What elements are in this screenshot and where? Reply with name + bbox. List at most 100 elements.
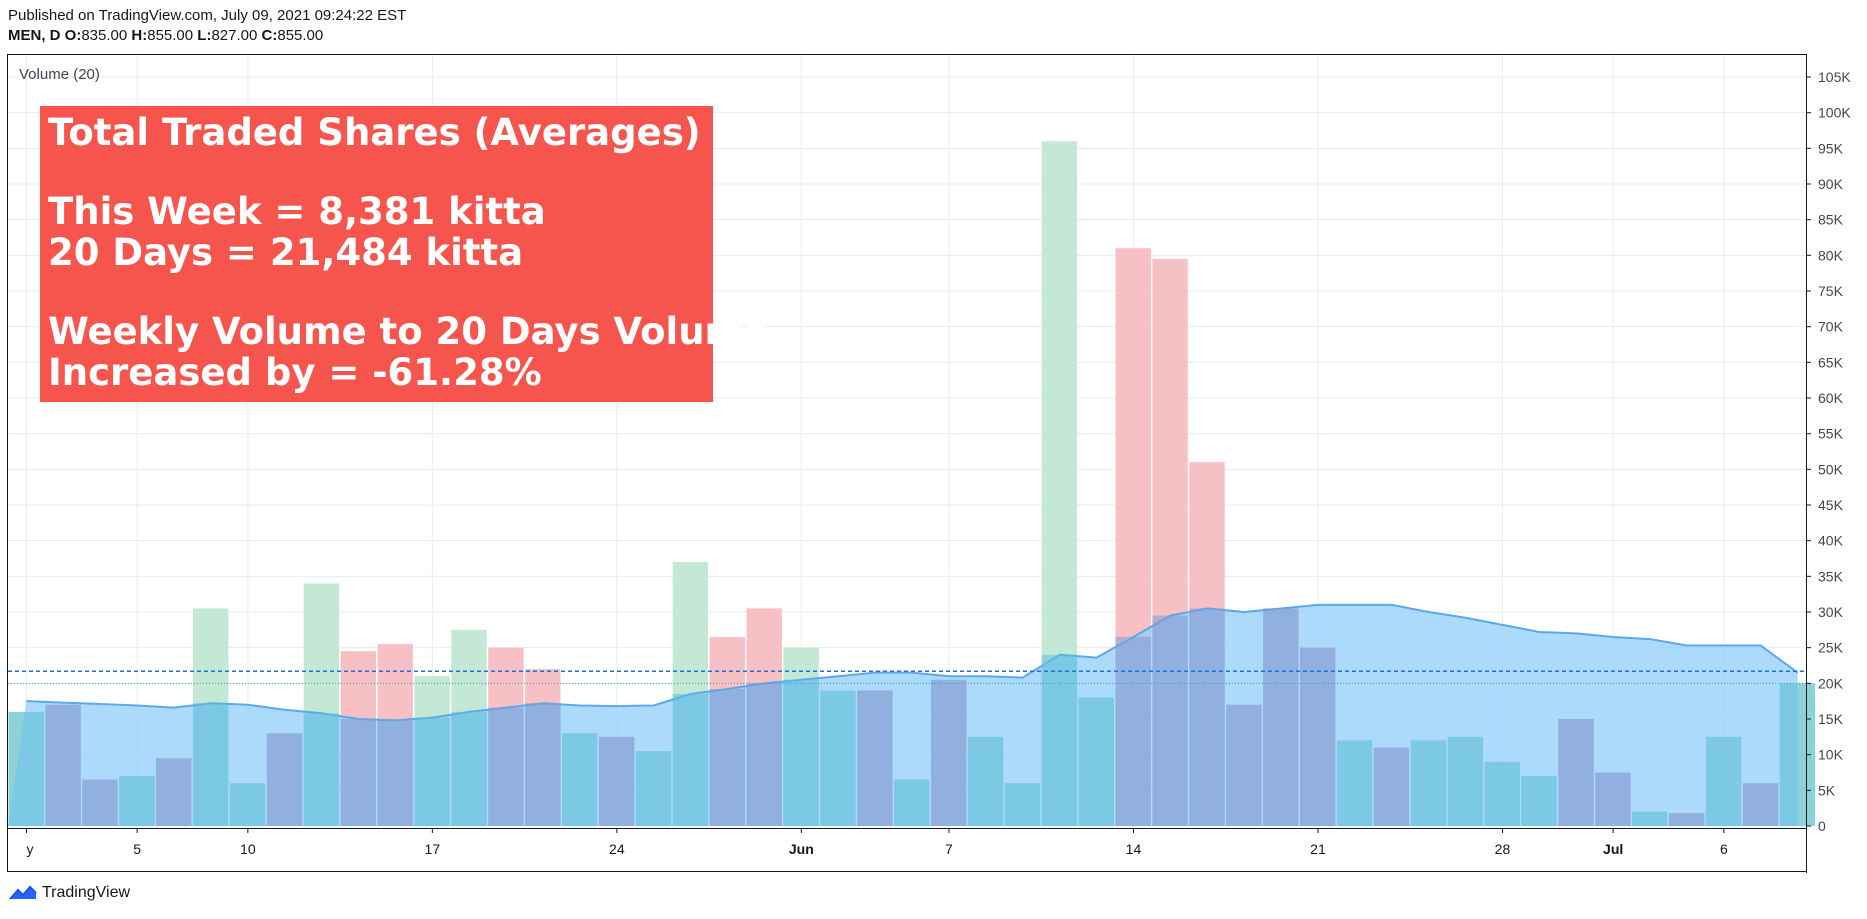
- x-tick-label: 5: [133, 841, 141, 857]
- x-tick-label: Jun: [789, 841, 814, 857]
- high-value: 855.00: [147, 27, 194, 44]
- volume-bar-overlay: [1041, 654, 1078, 826]
- reference-lines: [8, 670, 1806, 684]
- info-ratio-value: Increased by = -61.28%: [48, 351, 542, 394]
- volume-bar-overlay: [1521, 776, 1557, 826]
- volume-bar-overlay: [119, 776, 155, 826]
- volume-bar-overlay: [156, 758, 192, 826]
- volume-bar-overlay: [193, 703, 229, 826]
- y-tick-label: 50K: [1818, 461, 1844, 477]
- volume-bar-overlay: [1484, 761, 1520, 826]
- x-tick-label: 24: [609, 841, 625, 857]
- volume-bar-overlay: [635, 751, 672, 826]
- volume-bar-overlay: [562, 733, 598, 826]
- volume-bar-overlay: [857, 690, 893, 826]
- y-tick-label: 30K: [1818, 604, 1844, 620]
- y-tick-label: 80K: [1818, 247, 1844, 263]
- y-tick-label: 40K: [1818, 533, 1844, 549]
- volume-bar-overlay: [377, 720, 413, 826]
- x-tick-label: y: [26, 841, 33, 857]
- y-tick-label: 20K: [1818, 675, 1844, 691]
- ohlc-line: MEN, D O:835.00 H:855.00 L:827.00 C:855.…: [8, 26, 406, 46]
- volume-bar-overlay: [1263, 608, 1299, 826]
- low-value: 827.00: [211, 27, 258, 44]
- ma-line: [26, 603, 1799, 722]
- volume-bar-overlay: [82, 779, 118, 826]
- x-tick-label: Jul: [1603, 841, 1623, 857]
- volume-bar-overlay: [1595, 772, 1631, 826]
- volume-bar-overlay: [1336, 740, 1373, 826]
- volume-bar-overlay: [8, 711, 44, 826]
- volume-bar-overlay: [598, 736, 635, 826]
- open-value: 835.00: [81, 27, 128, 44]
- y-tick-label: 15K: [1818, 711, 1844, 727]
- volume-bar-overlay: [1226, 704, 1262, 826]
- volume-bar-overlay: [1373, 747, 1410, 826]
- volume-bar-overlay: [672, 694, 709, 826]
- volume-bar-overlay: [1632, 811, 1668, 826]
- volume-bar-overlay: [820, 690, 856, 826]
- info-title: Total Traded Shares (Averages): [48, 111, 701, 154]
- x-tick-label: 17: [425, 841, 441, 857]
- volume-bar-overlay: [488, 707, 524, 826]
- high-label: H:: [131, 27, 148, 44]
- close-label: C:: [261, 27, 278, 44]
- y-tick-label: 65K: [1818, 354, 1844, 370]
- volume-bar-overlay: [931, 679, 967, 826]
- y-tick-label: 25K: [1818, 640, 1844, 656]
- volume-bar-overlay: [340, 719, 376, 826]
- volume-bar-overlay: [1300, 647, 1336, 826]
- volume-bar-overlay: [1742, 783, 1779, 826]
- y-tick-label: 95K: [1818, 140, 1844, 156]
- volume-bar-overlay: [1152, 615, 1188, 826]
- volume-bar-overlay: [414, 717, 450, 826]
- volume-bar-overlay: [709, 689, 745, 826]
- volume-bar-overlay: [1447, 736, 1483, 826]
- footer[interactable]: TradingView: [8, 884, 130, 902]
- info-week: This Week = 8,381 kitta: [48, 190, 546, 233]
- volume-bar-overlay: [1410, 740, 1447, 826]
- indicator-label: Volume (20): [19, 66, 100, 83]
- y-tick-label: 85K: [1818, 212, 1844, 228]
- volume-bar-overlay: [967, 736, 1004, 826]
- low-label: L:: [197, 27, 212, 44]
- volume-bar-overlay: [525, 703, 561, 826]
- volume-bar-overlay: [1004, 783, 1041, 826]
- y-axis: 0 5K 10K 15K 20K 25K 30K 35K 40K 45K 50K 55K 60K 65K 7…: [1806, 55, 1851, 873]
- y-tick-label: 45K: [1818, 497, 1844, 513]
- volume-bar-overlay: [303, 713, 340, 826]
- x-axis: y 5 10 17 24 Jun 7 14 21 28 Jul 6: [7, 828, 1807, 857]
- volume-bar-overlay: [1189, 608, 1225, 826]
- x-tick-label: 14: [1126, 841, 1142, 857]
- info-20days: 20 Days = 21,484 kitta: [48, 231, 524, 274]
- volume-bar-overlay: [1669, 813, 1705, 826]
- volume-bar-overlay: [266, 733, 303, 826]
- volume-bar-overlay: [1558, 719, 1594, 826]
- y-tick-label: 60K: [1818, 390, 1844, 406]
- volume-bar-overlay: [1115, 636, 1151, 826]
- y-tick-label: 75K: [1818, 283, 1844, 299]
- volume-bar-overlay: [1078, 697, 1114, 826]
- volume-bar-overlay: [746, 683, 782, 826]
- volume-bar-overlay: [45, 704, 81, 826]
- symbol-label: MEN, D: [8, 27, 61, 44]
- tradingview-logo-icon: [9, 885, 37, 900]
- y-tick-label: 5K: [1818, 782, 1836, 798]
- y-tick-label: 100K: [1818, 105, 1851, 121]
- volume-bar-overlay: [451, 711, 487, 826]
- info-ratio-label: Weekly Volume to 20 Days Volume: [48, 310, 769, 353]
- y-tick-label: 105K: [1818, 69, 1851, 85]
- volume-bar-overlay: [229, 783, 266, 826]
- x-axis-line: [7, 828, 1807, 829]
- tradingview-brand: TradingView: [42, 884, 131, 901]
- x-tick-label: 10: [240, 841, 256, 857]
- y-axis-line: [1806, 55, 1807, 873]
- open-label: O:: [64, 27, 82, 44]
- y-tick-label: 70K: [1818, 319, 1844, 335]
- x-tick-label: 6: [1720, 841, 1728, 857]
- y-tick-label: 35K: [1818, 568, 1844, 584]
- published-line: Published on TradingView.com, July 09, 2…: [8, 7, 407, 24]
- x-tick-label: 21: [1310, 841, 1326, 857]
- y-tick-label: 90K: [1818, 176, 1844, 192]
